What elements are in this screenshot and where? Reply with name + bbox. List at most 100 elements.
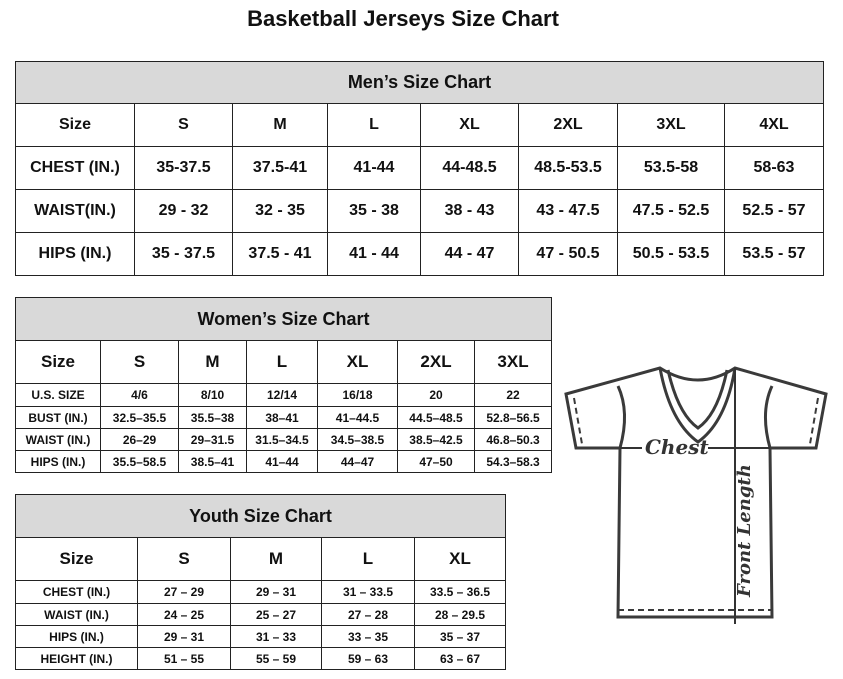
table-cell: 41–44.5 xyxy=(317,406,398,429)
chest-label: Chest xyxy=(645,435,709,459)
table-cell: 22 xyxy=(473,383,553,407)
table-cell: 38.5–41 xyxy=(178,450,247,473)
table-cell: 51 – 55 xyxy=(137,647,231,670)
table-cell: 29–31.5 xyxy=(178,428,247,451)
row-label: Size xyxy=(15,537,138,581)
table-cell: 29 – 31 xyxy=(230,580,322,604)
womens-size-table: Women’s Size Chart Size S M L XL 2XL 3XL U.S. SI… xyxy=(14,297,553,473)
table-heading: Youth Size Chart xyxy=(14,494,507,538)
table-cell: 44.5–48.5 xyxy=(397,406,475,429)
table-cell: 55 – 59 xyxy=(230,647,322,670)
table-cell: M xyxy=(232,103,328,147)
row-label: CHEST (IN.) xyxy=(15,580,138,604)
table-cell: S xyxy=(137,537,231,581)
table-row: U.S. SIZE 4/6 8/10 12/14 16/18 20 22 xyxy=(15,383,553,407)
jersey-outline-icon xyxy=(564,366,828,619)
table-cell: 4/6 xyxy=(100,383,179,407)
front-length-label: Front Length xyxy=(734,464,755,598)
table-cell: 25 – 27 xyxy=(230,603,322,626)
table-cell: 44–47 xyxy=(317,450,398,473)
table-cell: 33.5 – 36.5 xyxy=(413,580,507,604)
table-cell: 47 - 50.5 xyxy=(518,232,618,276)
table-cell: 41 - 44 xyxy=(327,232,421,276)
row-label: WAIST (IN.) xyxy=(15,603,138,626)
table-cell: 27 – 29 xyxy=(137,580,231,604)
table-cell: 3XL xyxy=(473,340,553,384)
table-cell: 27 – 28 xyxy=(321,603,415,626)
table-row: CHEST (IN.) 27 – 29 29 – 31 31 – 33.5 33.5 –… xyxy=(15,580,507,604)
table-cell: 52.8–56.5 xyxy=(473,406,553,429)
table-cell: 31 – 33.5 xyxy=(321,580,415,604)
row-label: WAIST (IN.) xyxy=(15,428,101,451)
table-cell: 2XL xyxy=(518,103,618,147)
table-cell: 37.5-41 xyxy=(232,146,328,190)
size-header-row: Size S M L XL xyxy=(15,537,507,581)
table-cell: S xyxy=(134,103,233,147)
row-label: HIPS (IN.) xyxy=(15,232,135,276)
table-cell: 24 – 25 xyxy=(137,603,231,626)
table-row: WAIST (IN.) 24 – 25 25 – 27 27 – 28 28 – 29.… xyxy=(15,603,507,626)
table-cell: 41-44 xyxy=(327,146,421,190)
table-row: HIPS (IN.) 35.5–58.5 38.5–41 41–44 44–47 47–5… xyxy=(15,450,553,473)
row-label: HIPS (IN.) xyxy=(15,625,138,648)
table-cell: 35 - 38 xyxy=(327,189,421,233)
table-cell: 59 – 63 xyxy=(321,647,415,670)
table-cell: 46.8–50.3 xyxy=(473,428,553,451)
table-cell: S xyxy=(100,340,179,384)
table-cell: 48.5-53.5 xyxy=(518,146,618,190)
table-cell: 44-48.5 xyxy=(420,146,519,190)
table-cell: 38–41 xyxy=(246,406,318,429)
table-cell: 32 - 35 xyxy=(232,189,328,233)
table-cell: 26–29 xyxy=(100,428,179,451)
table-cell: 44 - 47 xyxy=(420,232,519,276)
table-cell: 16/18 xyxy=(317,383,398,407)
table-cell: 29 – 31 xyxy=(137,625,231,648)
table-cell: 53.5-58 xyxy=(617,146,725,190)
table-cell: 2XL xyxy=(397,340,475,384)
table-cell: 38 - 43 xyxy=(420,189,519,233)
table-cell: 53.5 - 57 xyxy=(724,232,824,276)
table-row: BUST (IN.) 32.5–35.5 35.5–38 38–41 41–44.5 44… xyxy=(15,406,553,429)
table-cell: L xyxy=(327,103,421,147)
table-cell: 33 – 35 xyxy=(321,625,415,648)
table-cell: 54.3–58.3 xyxy=(473,450,553,473)
table-row: WAIST(IN.) 29 - 32 32 - 35 35 - 38 38 - 43 43… xyxy=(15,189,824,233)
row-label: BUST (IN.) xyxy=(15,406,101,429)
table-cell: 63 – 67 xyxy=(413,647,507,670)
table-cell: 29 - 32 xyxy=(134,189,233,233)
page-title: Basketball Jerseys Size Chart xyxy=(247,6,559,31)
table-row: WAIST (IN.) 26–29 29–31.5 31.5–34.5 34.5–38.… xyxy=(15,428,553,451)
table-cell: 58-63 xyxy=(724,146,824,190)
size-header-row: Size S M L XL 2XL 3XL xyxy=(15,340,553,384)
table-cell: 28 – 29.5 xyxy=(413,603,507,626)
table-cell: 52.5 - 57 xyxy=(724,189,824,233)
table-cell: 8/10 xyxy=(178,383,247,407)
table-cell: 4XL xyxy=(724,103,824,147)
table-cell: 35 – 37 xyxy=(413,625,507,648)
mens-size-table: Men’s Size Chart Size S M L XL 2XL 3XL 4XL CHEST … xyxy=(15,61,824,276)
table-cell: XL xyxy=(420,103,519,147)
table-cell: 37.5 - 41 xyxy=(232,232,328,276)
table-heading: Women’s Size Chart xyxy=(14,297,553,341)
table-cell: 31 – 33 xyxy=(230,625,322,648)
table-cell: 35-37.5 xyxy=(134,146,233,190)
table-cell: 34.5–38.5 xyxy=(317,428,398,451)
table-row: HEIGHT (IN.) 51 – 55 55 – 59 59 – 63 63 – 67 xyxy=(15,647,507,670)
table-cell: XL xyxy=(317,340,398,384)
row-label: HIPS (IN.) xyxy=(15,450,101,473)
table-cell: 32.5–35.5 xyxy=(100,406,179,429)
table-cell: L xyxy=(246,340,318,384)
table-row: HIPS (IN.) 35 - 37.5 37.5 - 41 41 - 44 44 - … xyxy=(15,232,824,276)
jersey-diagram: Chest Front Length xyxy=(564,366,828,624)
table-cell: XL xyxy=(413,537,507,581)
size-header-row: Size S M L XL 2XL 3XL 4XL xyxy=(15,103,824,147)
table-cell: L xyxy=(321,537,415,581)
table-row: CHEST (IN.) 35-37.5 37.5-41 41-44 44-48.5 48.… xyxy=(15,146,824,190)
table-cell: 12/14 xyxy=(246,383,318,407)
row-label: HEIGHT (IN.) xyxy=(15,647,138,670)
row-label: U.S. SIZE xyxy=(15,383,101,407)
row-label: Size xyxy=(15,103,135,147)
table-cell: 31.5–34.5 xyxy=(246,428,318,451)
table-cell: 50.5 - 53.5 xyxy=(617,232,725,276)
table-cell: 43 - 47.5 xyxy=(518,189,618,233)
